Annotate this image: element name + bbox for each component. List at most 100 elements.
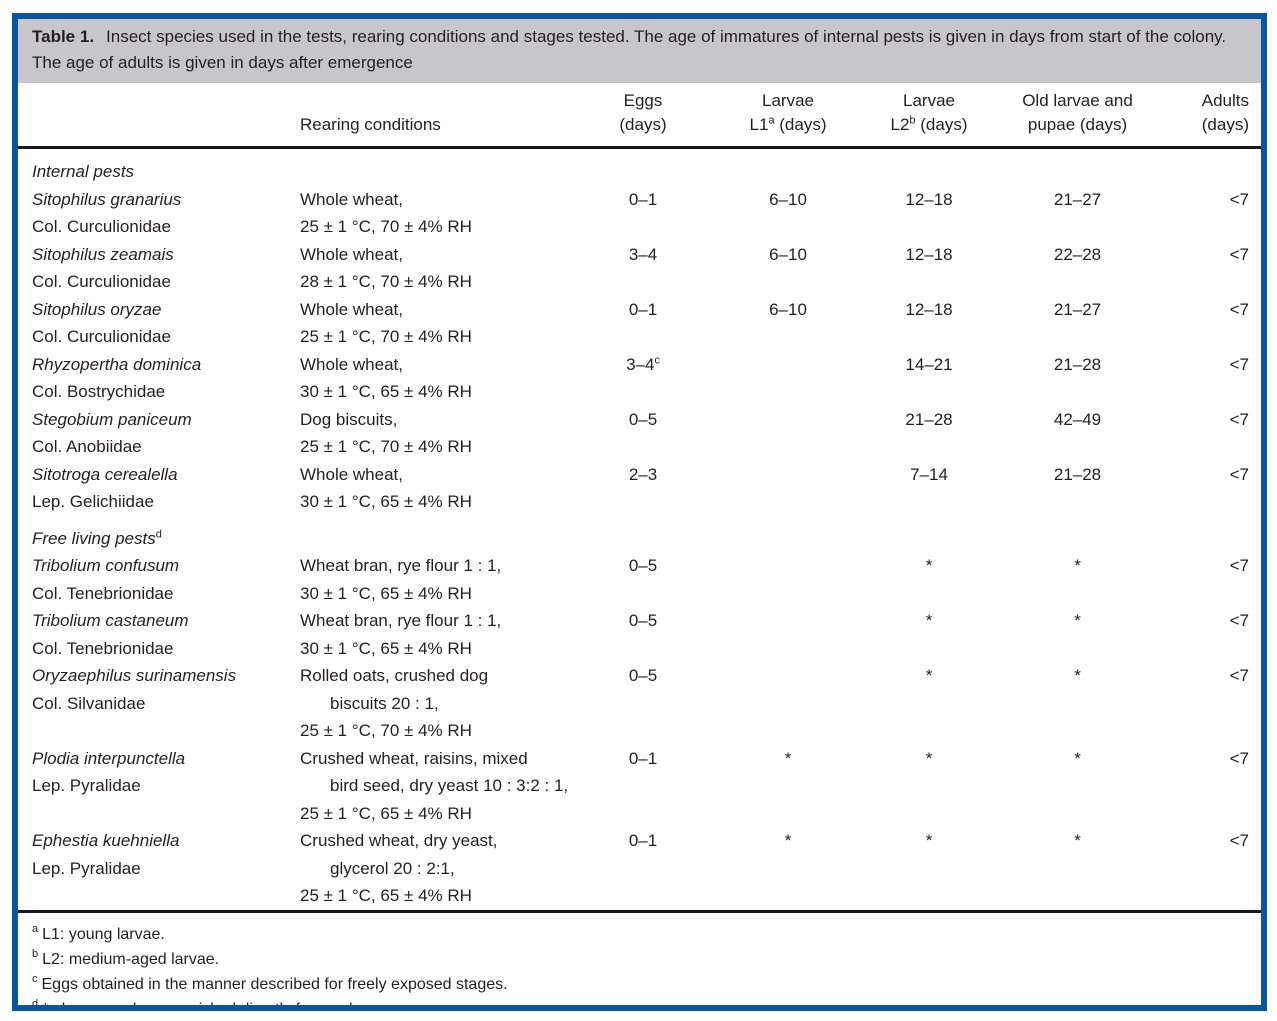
adults-cell [1155, 268, 1261, 296]
old-cell [1000, 323, 1155, 351]
table-footnotes: a L1: young larvae. b L2: medium-aged larva… [18, 909, 1261, 1011]
l2-cell: * [925, 831, 933, 850]
species-row-line: Lep. Gelichiidae 30 ± 1 °C, 65 ± 4% RH [18, 488, 1261, 516]
adults-cell [1155, 717, 1261, 745]
eggs-cell: 0–5 [628, 556, 658, 575]
species-row-line: Col. Curculionidae 25 ± 1 °C, 70 ± 4% RH [18, 323, 1261, 351]
text-segment: (days) [1201, 115, 1249, 134]
eggs-cell [568, 323, 718, 351]
footnote: d * : larvae and pupae picked directly fr… [32, 998, 382, 1011]
l1-cell [718, 800, 858, 828]
eggs-cell: 0–1 [628, 189, 658, 209]
old-cell: 21–28 [1053, 354, 1102, 374]
l2-cell [858, 800, 1000, 828]
l2-cell: * [925, 666, 933, 685]
l2-cell [858, 268, 1000, 296]
footnote-marker: b [32, 948, 39, 961]
eggs-cell [568, 378, 718, 406]
eggs-cell [568, 580, 718, 608]
text-segment: L1 [749, 115, 769, 134]
family-cell: Lep. Pyralidae [32, 776, 141, 795]
l1-cell [718, 268, 858, 296]
text-segment: L2 [890, 115, 910, 134]
column-header-old-larvae-pupae: Old larvae and pupae (days) [1000, 83, 1155, 149]
species-cell: Sitophilus granarius [18, 186, 286, 214]
species-row-line: Tribolium confusum Wheat bran, rye flour … [18, 552, 1261, 580]
superscript-marker: c [654, 353, 660, 366]
rearing-conditions-cell: Crushed wheat, raisins, mixed [300, 748, 528, 768]
section-label-cell: Free living pestsd [18, 516, 1261, 553]
l1-cell [718, 461, 858, 489]
species-row-line: 25 ± 1 °C, 65 ± 4% RH [18, 882, 1261, 910]
column-header-adults: Adults (days) [1155, 83, 1261, 149]
rearing-conditions-cell: 25 ± 1 °C, 65 ± 4% RH [300, 803, 472, 823]
species-row-line: Col. Curculionidae 28 ± 1 °C, 70 ± 4% RH [18, 268, 1261, 296]
species-row-line: Col. Bostrychidae 30 ± 1 °C, 65 ± 4% RH [18, 378, 1261, 406]
text-segment: (days) [774, 115, 827, 134]
rearing-conditions-cell: 25 ± 1 °C, 70 ± 4% RH [300, 217, 472, 236]
species-row-line: 25 ± 1 °C, 65 ± 4% RH [18, 800, 1261, 828]
eggs-cell [568, 800, 718, 828]
adults-cell [1155, 323, 1261, 351]
old-cell: * [1074, 831, 1081, 850]
species-cell: Rhyzopertha dominica [18, 351, 286, 379]
old-cell: 21–27 [1053, 189, 1102, 209]
section-row: Free living pestsd [18, 516, 1261, 553]
species-row-line: Col. Anobiidae 25 ± 1 °C, 70 ± 4% RH [18, 433, 1261, 461]
rearing-conditions-cell: Whole wheat, [300, 464, 403, 484]
eggs-cell: 0–5 [628, 409, 658, 429]
superscript-marker: d [155, 527, 162, 540]
adults-cell [1155, 378, 1261, 406]
rearing-conditions-cell: 30 ± 1 °C, 65 ± 4% RH [300, 492, 472, 511]
l2-cell [858, 488, 1000, 516]
l2-cell: * [925, 611, 933, 630]
old-cell [1000, 690, 1155, 718]
old-cell [1000, 213, 1155, 241]
l1-cell [718, 378, 858, 406]
adults-cell: <7 [1229, 354, 1249, 374]
eggs-cell [568, 772, 718, 800]
l1-cell: 6–10 [769, 299, 807, 319]
adults-cell: <7 [1229, 666, 1249, 685]
superscript-marker: b [909, 114, 916, 127]
l2-cell [858, 690, 1000, 718]
l2-cell: 12–18 [905, 244, 953, 264]
species-row-line: Stegobium paniceum Dog biscuits, 0–5 21–28 4… [18, 406, 1261, 434]
l2-cell: * [925, 556, 933, 575]
eggs-cell [568, 635, 718, 663]
adults-cell: <7 [1229, 611, 1249, 630]
l2-cell [858, 717, 1000, 745]
table1-frame: Table 1. Insect species used in the tests… [12, 13, 1267, 1011]
species-name: Tribolium confusum [32, 556, 180, 575]
adults-cell: <7 [1229, 464, 1249, 484]
section-label: Free living pests [32, 528, 156, 548]
footnote: a L1: young larvae. [32, 923, 165, 943]
old-cell [1000, 488, 1155, 516]
species-cell: Ephestia kuehniella [18, 827, 286, 855]
l2-cell [858, 323, 1000, 351]
footnote-marker: a [32, 923, 39, 936]
species-row-line: Sitophilus oryzae Whole wheat, 0–1 6–10 12–1… [18, 296, 1261, 324]
eggs-cell: 3–4c [626, 353, 660, 374]
eggs-cell [568, 213, 718, 241]
species-name: Rhyzopertha dominica [32, 354, 202, 374]
family-cell: Col. Curculionidae [32, 272, 171, 291]
l2-cell: 21–28 [905, 409, 953, 429]
rearing-conditions-cell: Crushed wheat, dry yeast, [300, 831, 498, 850]
family-cell: Lep. Gelichiidae [32, 492, 154, 511]
species-row-line: Sitophilus zeamais Whole wheat, 3–4 6–10 12–… [18, 241, 1261, 269]
rearing-conditions-cell: 30 ± 1 °C, 65 ± 4% RH [300, 583, 472, 603]
header-line1: Larvae [903, 91, 955, 110]
adults-cell [1155, 580, 1261, 608]
adults-cell: <7 [1229, 299, 1249, 319]
old-cell: 21–27 [1053, 299, 1102, 319]
species-name: Stegobium paniceum [32, 409, 192, 429]
species-cell: Sitophilus oryzae [18, 296, 286, 324]
species-row-line: Sitotroga cerealella Whole wheat, 2–3 7–14 2… [18, 461, 1261, 489]
old-cell: 22–28 [1053, 244, 1102, 264]
l1-cell [718, 488, 858, 516]
species-cell: Plodia interpunctella [18, 745, 286, 773]
old-cell [1000, 433, 1155, 461]
header-line2: (days) [568, 113, 718, 137]
eggs-cell [568, 488, 718, 516]
